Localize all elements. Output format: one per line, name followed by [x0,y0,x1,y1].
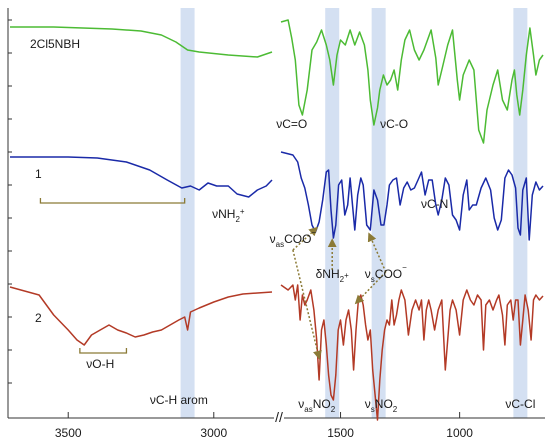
annotation-7: νsCOO− [365,263,407,284]
annotation-10: νC-Cl [505,397,535,411]
axis-break-mark: // [275,409,283,425]
annotation-9-part-1: s [371,405,375,414]
spectrum-2-left [9,286,273,346]
series-label-0: 2Cl5NBH [30,37,80,51]
annotation-11-part-0: νC-H arom [150,393,208,407]
annotation-4: νO-H [86,357,114,371]
annotation-8: νasNO2 [298,397,335,414]
spectrum-2cl5nbh-left [10,26,273,58]
assignment-arrow-4 [354,271,387,305]
bracket-1 [79,348,128,354]
annotation-0-part-1: C=O [282,117,307,131]
annotation-1-part-0: νC-O [380,117,408,131]
series-label-1: 1 [35,167,42,181]
annotation-9: νsNO2 [365,397,398,414]
x-tick-label-1500: 1500 [327,426,354,440]
annotation-9-part-2: NO [375,397,393,411]
spectrum-1-right [280,151,544,241]
annotation-0-part-0: ν [276,117,282,131]
axes: 3500 3000 1500 1000 // [7,8,545,440]
annotation-11: νC-H arom [150,393,208,407]
spectrum-1-left [10,156,273,198]
y-ticks [8,19,12,384]
spectrum-2cl5nbh-right [280,19,544,144]
x-tick-label-3000: 3000 [200,426,227,440]
annotation-8-part-0: ν [298,397,304,411]
assignment-arrow-3 [367,232,387,273]
annotation-9-part-3: 2 [393,405,398,414]
annotation-5-part-3: − [311,228,316,237]
bracket-0 [39,198,186,204]
annotation-3-part-3: + [240,207,245,216]
annotation-5-part-2: COO [284,232,311,246]
annotation-6: δNH2+ [316,267,349,284]
annotation-2-part-0: νC-N [421,197,448,211]
annotation-3-part-0: ν [212,207,218,221]
assignment-arrow-0 [292,226,319,251]
annotation-6-part-0: δNH [316,267,340,281]
annotation-6-part-2: + [344,271,349,280]
annotation-1: νC-O [380,117,408,131]
annotation-10-part-0: νC-Cl [505,397,535,411]
highlight-band-1 [325,8,340,418]
annotation-9-part-0: ν [365,397,371,411]
annotation-7-part-3: − [402,263,407,272]
series-label-2: 2 [35,311,42,325]
annotation-3-part-2: 2 [235,215,240,224]
x-ticks: 3500 3000 1500 1000 [55,412,473,440]
annotation-4-part-0: νO-H [86,357,114,371]
annotation-2: νC-N [421,197,448,211]
annotation-7-part-1: s [371,275,375,284]
annotation-6-part-1: 2 [340,275,345,284]
x-tick-label-1000: 1000 [446,426,473,440]
annotation-5-part-0: ν [270,232,276,246]
annotation-3-part-1: NH [218,207,235,221]
annotation-5-part-1: as [276,240,284,249]
annotation-7-part-2: COO [375,267,402,281]
brackets [39,198,186,354]
highlight-bands [180,8,528,418]
annotation-8-part-2: NO [313,397,331,411]
annotation-8-part-3: 2 [331,405,336,414]
annotation-5: νasCOO− [270,228,317,249]
spectra-series: 2Cl5NBH 1 2 [9,19,544,421]
annotation-0: νC=O [276,117,307,131]
assignment-arrows [292,226,387,360]
annotation-7-part-0: ν [365,267,371,281]
spectrum-2-right [280,284,544,421]
x-tick-label-3500: 3500 [55,426,82,440]
assignment-arrow-1 [292,249,322,360]
annotation-3: νNH2+ [212,207,245,224]
annotation-8-part-1: as [304,405,312,414]
highlight-band-0 [180,8,195,418]
